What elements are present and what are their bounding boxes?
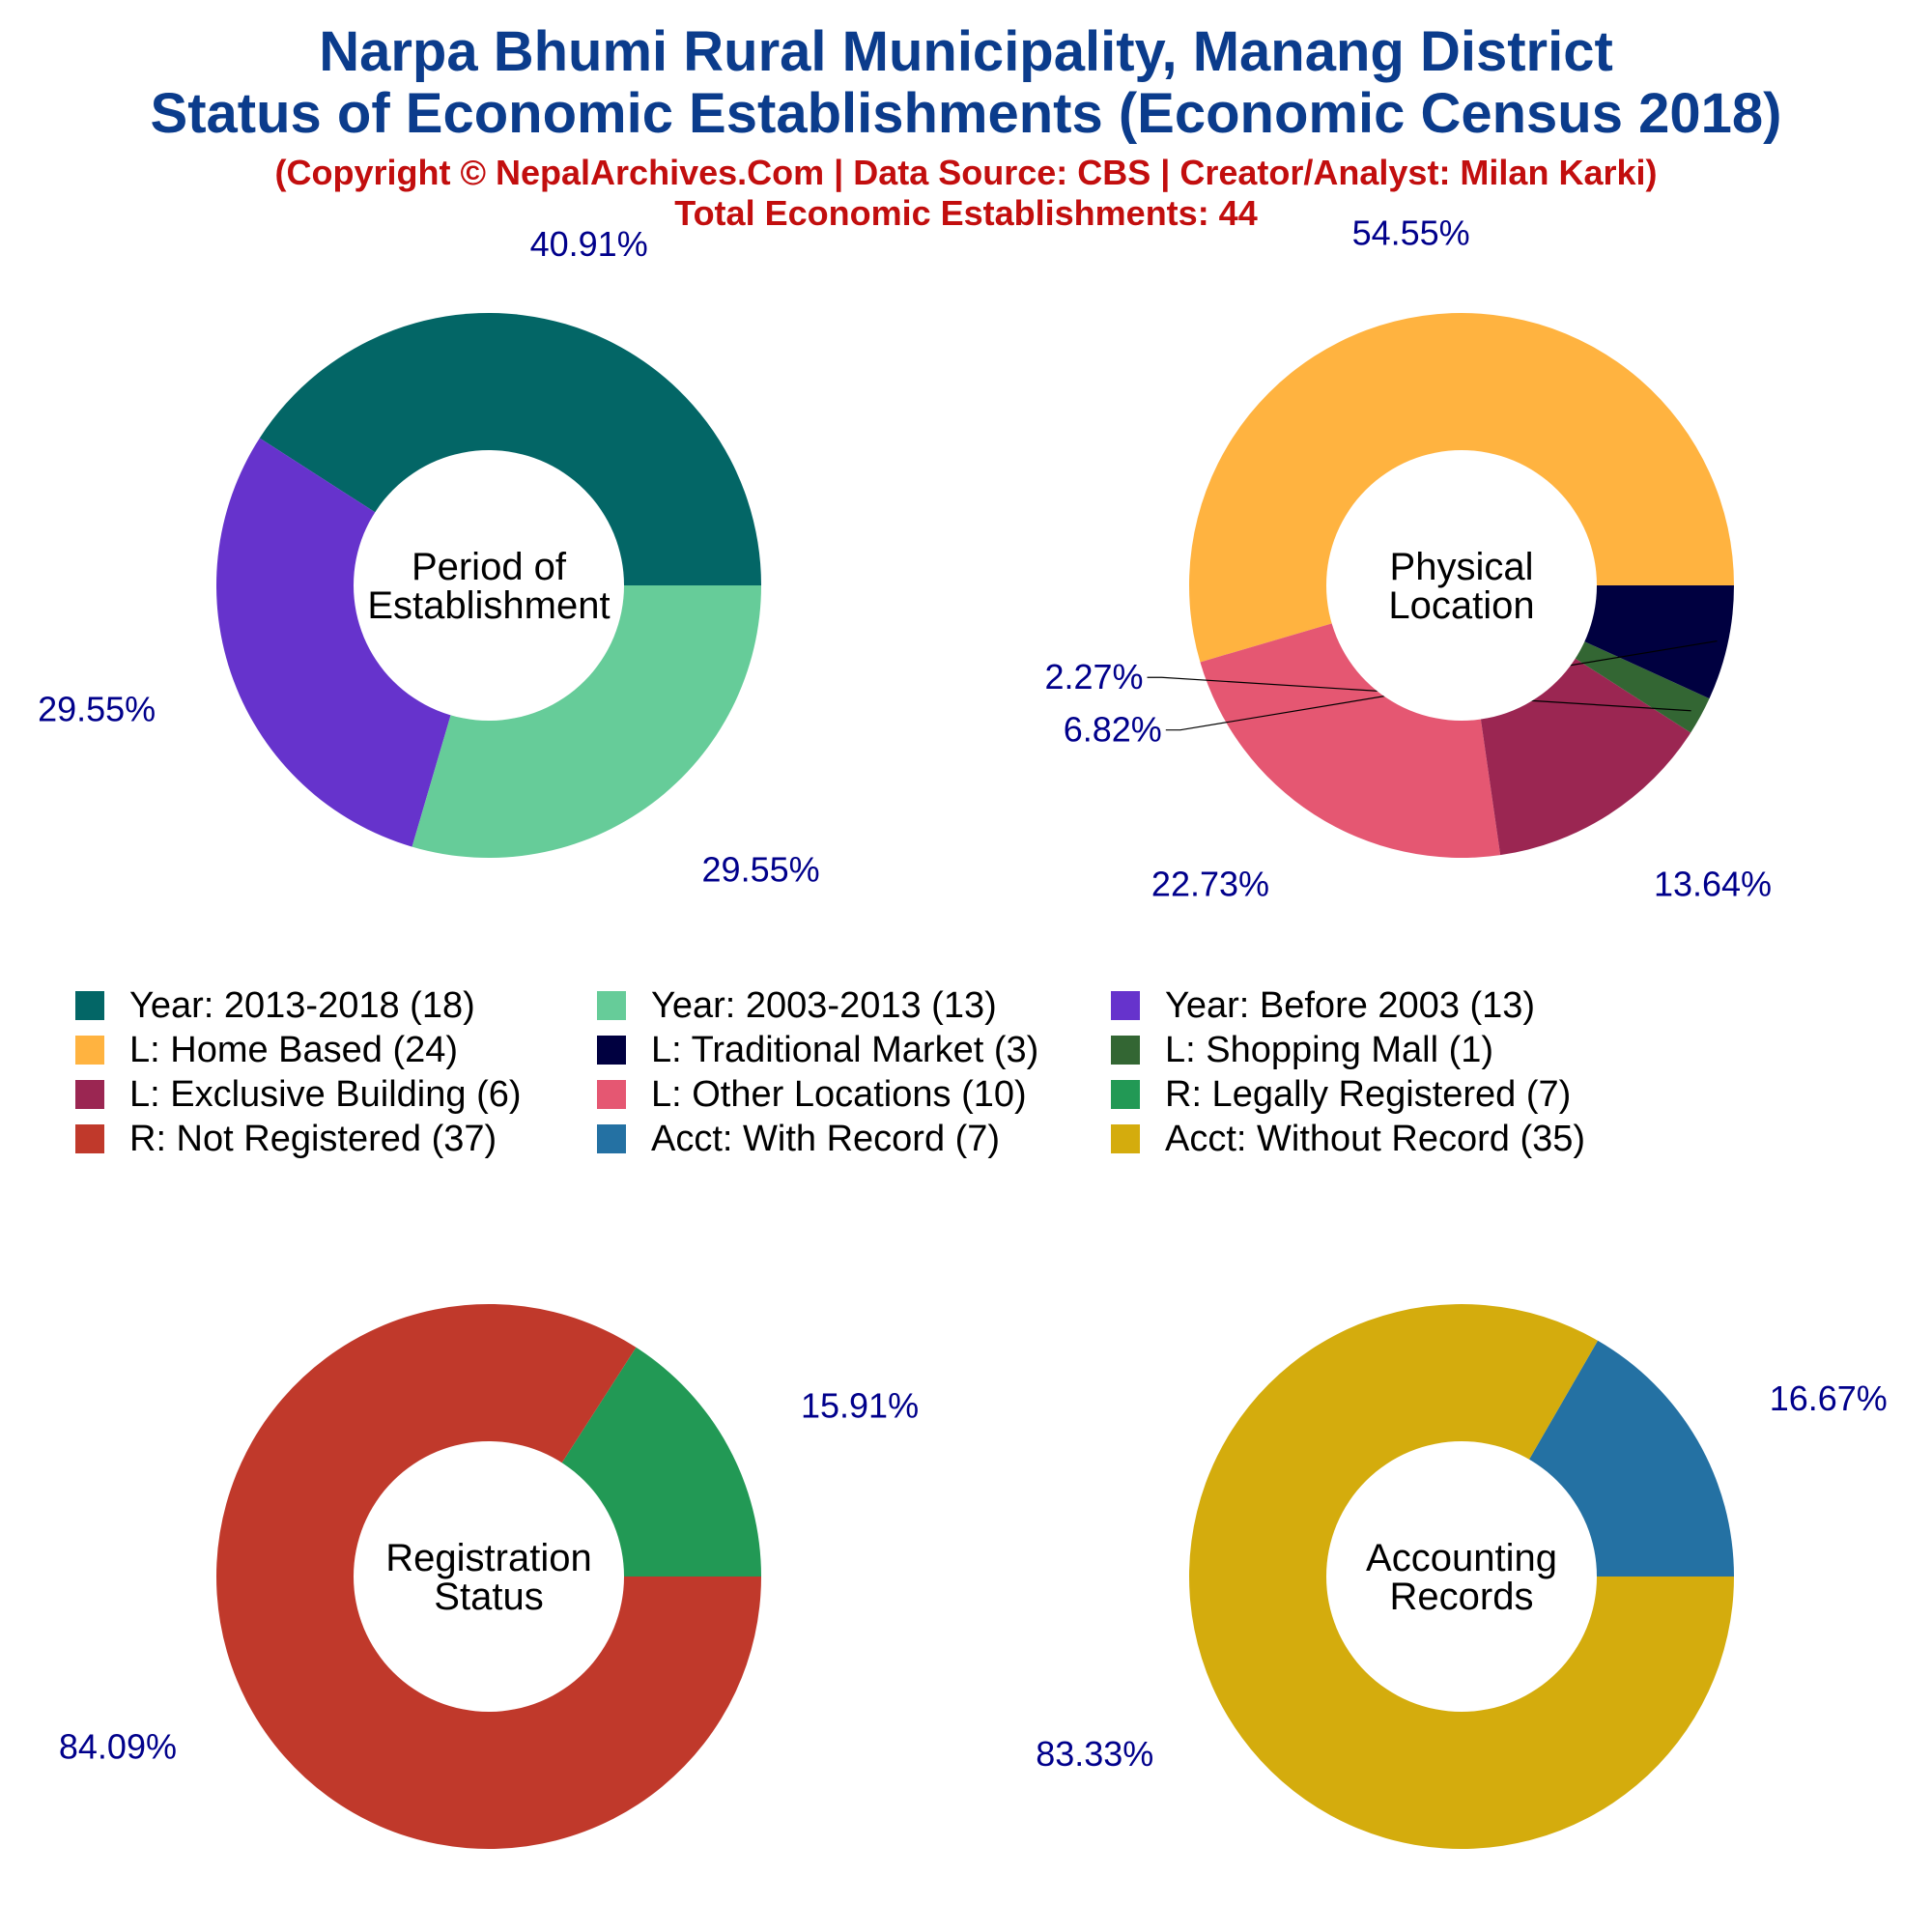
legend-label: L: Shopping Mall (1) xyxy=(1165,1029,1494,1070)
legend-item: L: Exclusive Building (6) xyxy=(75,1072,522,1117)
donut-center-label: Registration xyxy=(385,1537,591,1579)
donut-hole xyxy=(354,1441,624,1712)
legend-label: L: Other Locations (10) xyxy=(651,1073,1027,1115)
title-line-2: Status of Economic Establishments (Econo… xyxy=(150,82,1782,145)
slice-percent-label: 22.73% xyxy=(1151,865,1269,904)
donut-center-label: Accounting xyxy=(1366,1537,1557,1579)
slice-percent-label: 6.82% xyxy=(1064,710,1162,750)
donut-center-label: Physical xyxy=(1390,546,1534,588)
legend-label: Year: Before 2003 (13) xyxy=(1165,984,1536,1026)
subtitle-line-1: (Copyright © NepalArchives.Com | Data So… xyxy=(274,153,1658,192)
legend-label: R: Legally Registered (7) xyxy=(1165,1073,1572,1115)
legend-item: R: Not Registered (37) xyxy=(75,1117,497,1161)
donut-center-label: Records xyxy=(1390,1576,1534,1618)
slice-percent-label: 29.55% xyxy=(38,690,156,729)
chart-header: Narpa Bhumi Rural Municipality, Manang D… xyxy=(0,21,1932,234)
legend-label: Acct: With Record (7) xyxy=(651,1118,1001,1159)
legend-item: R: Legally Registered (7) xyxy=(1111,1072,1571,1117)
donut-center-label: Status xyxy=(434,1576,543,1618)
title-line-1: Narpa Bhumi Rural Municipality, Manang D… xyxy=(319,20,1613,83)
legend: Year: 2013-2018 (18) Year: 2003-2013 (13… xyxy=(75,983,1891,1161)
legend-swatch xyxy=(1111,1080,1140,1109)
donut-center-label: Establishment xyxy=(367,584,610,627)
pie-slice xyxy=(216,438,489,847)
legend-row: Year: 2013-2018 (18) Year: 2003-2013 (13… xyxy=(75,983,1891,1028)
legend-swatch xyxy=(597,1080,626,1109)
legend-row: L: Exclusive Building (6) L: Other Locat… xyxy=(75,1072,1891,1117)
slice-percent-label: 15.91% xyxy=(801,1386,919,1426)
legend-row: R: Not Registered (37) Acct: With Record… xyxy=(75,1117,1891,1161)
legend-label: Year: 2013-2018 (18) xyxy=(129,984,475,1026)
legend-swatch xyxy=(75,991,104,1020)
slice-percent-label: 40.91% xyxy=(530,224,648,264)
legend-label: R: Not Registered (37) xyxy=(129,1118,497,1159)
legend-item: Acct: With Record (7) xyxy=(597,1117,1000,1161)
legend-label: L: Traditional Market (3) xyxy=(651,1029,1039,1070)
donut-center-label: Period of xyxy=(412,546,567,588)
legend-swatch xyxy=(597,1124,626,1153)
slice-percent-label: 84.09% xyxy=(59,1726,177,1766)
donut-hole xyxy=(354,450,624,721)
legend-item: Year: 2013-2018 (18) xyxy=(75,983,475,1028)
legend-item: Year: 2003-2013 (13) xyxy=(597,983,997,1028)
legend-item: Acct: Without Record (35) xyxy=(1111,1117,1585,1161)
legend-row: L: Home Based (24) L: Traditional Market… xyxy=(75,1028,1891,1072)
legend-swatch xyxy=(75,1124,104,1153)
legend-item: L: Home Based (24) xyxy=(75,1028,458,1072)
legend-swatch xyxy=(1111,991,1140,1020)
donut-center-label: Location xyxy=(1388,584,1534,627)
legend-item: L: Traditional Market (3) xyxy=(597,1028,1038,1072)
donut-hole xyxy=(1326,1441,1597,1712)
legend-swatch xyxy=(597,1036,626,1065)
legend-item: Year: Before 2003 (13) xyxy=(1111,983,1535,1028)
legend-swatch xyxy=(75,1080,104,1109)
legend-item: L: Shopping Mall (1) xyxy=(1111,1028,1493,1072)
donut-hole xyxy=(1326,450,1597,721)
legend-swatch xyxy=(597,991,626,1020)
legend-label: L: Home Based (24) xyxy=(129,1029,459,1070)
slice-percent-label: 16.67% xyxy=(1770,1378,1888,1418)
slice-percent-label: 83.33% xyxy=(1036,1734,1153,1774)
slice-percent-label: 2.27% xyxy=(1044,657,1143,696)
legend-swatch xyxy=(1111,1036,1140,1065)
legend-label: L: Exclusive Building (6) xyxy=(129,1073,522,1115)
legend-swatch xyxy=(75,1036,104,1065)
subtitle-line-2: Total Economic Establishments: 44 xyxy=(674,193,1258,233)
legend-label: Acct: Without Record (35) xyxy=(1165,1118,1586,1159)
legend-swatch xyxy=(1111,1124,1140,1153)
slice-percent-label: 29.55% xyxy=(702,850,820,890)
slice-percent-label: 13.64% xyxy=(1654,865,1772,904)
legend-label: Year: 2003-2013 (13) xyxy=(651,984,997,1026)
slice-percent-label: 54.55% xyxy=(1352,213,1470,253)
legend-item: L: Other Locations (10) xyxy=(597,1072,1027,1117)
